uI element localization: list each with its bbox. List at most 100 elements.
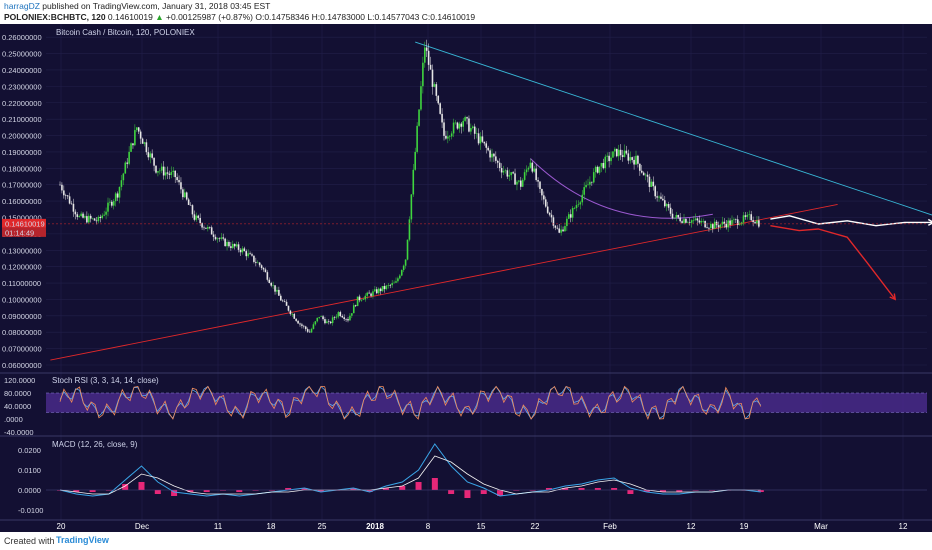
candle-body — [754, 222, 756, 224]
candle-body — [516, 181, 518, 185]
candle-body — [362, 299, 365, 301]
macd-histogram-bar — [594, 488, 601, 490]
candle-body — [143, 142, 146, 144]
candle-body — [185, 192, 188, 200]
candle-body — [606, 155, 608, 157]
candle-body — [489, 150, 491, 158]
created-with-text: Created with — [4, 536, 55, 546]
candle-body — [491, 153, 493, 158]
macd-histogram-bar — [562, 488, 569, 490]
candle-body — [685, 218, 687, 223]
candle-body — [76, 214, 79, 217]
candle-body — [385, 285, 388, 290]
candle-body — [80, 213, 82, 217]
macd-histogram-bar — [105, 490, 112, 491]
candle-body — [635, 155, 637, 165]
candle-body — [416, 125, 418, 152]
candle-body — [393, 282, 395, 284]
candle-body — [376, 289, 378, 294]
candle-body — [729, 220, 731, 225]
x-tick-label: Feb — [603, 522, 617, 531]
candle-body — [441, 113, 443, 123]
candle-body — [518, 180, 520, 182]
macd-histogram-bar — [252, 490, 259, 491]
candle-body — [498, 162, 501, 169]
candle-body — [335, 316, 338, 318]
y-tick-label: 0.06000000 — [2, 361, 42, 370]
candle-body — [437, 95, 440, 104]
macd-histogram-bar — [757, 490, 764, 492]
candle-body — [575, 205, 578, 209]
candle-body — [212, 234, 215, 237]
stoch-rsi-title: Stoch RSI (3, 3, 14, 14, close) — [52, 376, 159, 385]
candle-body — [345, 319, 347, 320]
candle-body — [322, 316, 324, 320]
candle-body — [452, 122, 455, 134]
tradingview-logo[interactable]: TradingView — [56, 535, 109, 545]
candle-body — [74, 211, 77, 215]
candle-body — [349, 315, 351, 321]
candle-body — [604, 156, 607, 169]
candle-body — [160, 166, 163, 171]
candle-body — [725, 223, 728, 228]
candle-body — [700, 221, 703, 223]
macd-histogram-bar — [399, 486, 406, 490]
candle-body — [475, 133, 478, 134]
signal-line — [59, 455, 761, 495]
candle-body — [122, 173, 125, 181]
candle-body — [591, 181, 593, 183]
candle-body — [101, 215, 104, 219]
author-link[interactable]: harragDZ — [4, 1, 40, 11]
candle-body — [696, 218, 699, 221]
candle-body — [665, 204, 668, 207]
candle-body — [72, 203, 75, 212]
macd-histogram-bar — [285, 488, 292, 490]
countdown-tag-text: 01:14:49 — [5, 228, 34, 237]
x-tick-label: 25 — [318, 522, 327, 531]
macd-histogram-bar — [431, 478, 438, 490]
x-tick-label: 2018 — [366, 522, 384, 531]
y-tick-label: 0.24000000 — [2, 66, 42, 75]
candle-body — [239, 249, 242, 253]
candle-body — [629, 157, 632, 161]
macd-histogram-bar — [154, 490, 161, 494]
ascending-trendline — [50, 203, 838, 361]
candle-body — [531, 162, 534, 172]
y-tick-label: 0.19000000 — [2, 148, 42, 157]
candle-body — [675, 214, 678, 218]
symbol-line: POLONIEX:BCHBTC, 120 0.14610019 ▲ +0.001… — [4, 12, 475, 22]
macd-histogram-bar — [350, 488, 357, 490]
candle-body — [577, 204, 580, 206]
candle-body — [627, 153, 630, 161]
candle-body — [631, 157, 633, 160]
candle-body — [176, 177, 178, 181]
y-tick-label: 0.18000000 — [2, 164, 42, 173]
stoch-rsi-lines — [59, 385, 762, 421]
candle-body — [735, 219, 737, 220]
candle-body — [241, 248, 244, 253]
candle-body — [623, 150, 626, 157]
candle-body — [560, 229, 562, 233]
candle-body — [256, 262, 259, 264]
candle-body — [381, 286, 384, 292]
candle-body — [61, 184, 63, 191]
candle-body — [744, 215, 747, 217]
chart-canvas[interactable]: 0.26000000 0.25000000 0.24000000 0.23000000… — [0, 24, 932, 532]
candle-body — [481, 136, 484, 142]
candle-body — [312, 324, 315, 329]
candle-body — [218, 238, 221, 239]
descending-trendline — [415, 41, 932, 216]
macd-histogram-bar — [448, 490, 455, 494]
candle-body — [191, 205, 194, 215]
candle-body — [539, 181, 541, 189]
candle-body — [360, 300, 363, 301]
candle-body — [504, 170, 507, 171]
candle-body — [168, 173, 171, 175]
candle-body — [111, 201, 113, 206]
candle-body — [326, 321, 328, 324]
candle-body — [706, 227, 708, 228]
candle-body — [91, 218, 94, 220]
candle-body — [264, 269, 267, 273]
candle-body — [205, 227, 207, 229]
stoch-axis: 120.0000 80.0000 40.0000 .0000 -40.0000 — [4, 376, 927, 437]
